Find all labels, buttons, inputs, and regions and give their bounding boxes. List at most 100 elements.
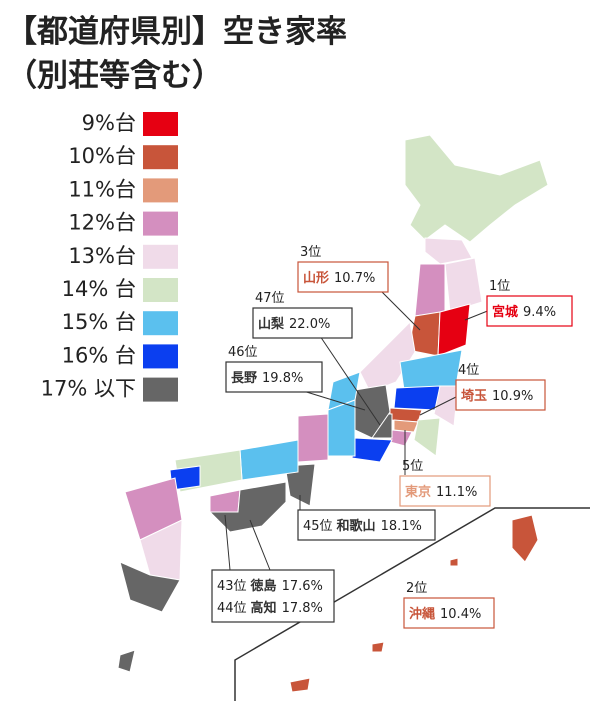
iwate [444, 257, 483, 313]
okinawa-isles [289, 557, 459, 693]
callout-value: 10.4% [440, 607, 481, 622]
legend-swatch [143, 145, 178, 170]
connector [464, 309, 491, 321]
kita-kanto [393, 385, 441, 411]
connector [379, 289, 421, 331]
callout-value: 19.8% [262, 371, 303, 386]
chiba [413, 417, 441, 457]
kansai [297, 413, 329, 463]
shikoku-north [209, 489, 241, 513]
callout-rank: 4位 [458, 363, 479, 378]
kanagawa [389, 429, 413, 447]
callout-box [211, 569, 335, 623]
legend-label: 17% 以下 [41, 377, 136, 401]
legend-swatch [143, 211, 178, 236]
callout-name: 埼玉 [461, 388, 487, 404]
legend-label: 16% 台 [62, 343, 136, 367]
wakayama [284, 463, 316, 507]
callout-rank: 45位 [303, 519, 333, 534]
legend-swatch [143, 344, 178, 369]
callout-text: 44位 高知 17.8% [217, 600, 323, 616]
title-line1: 【都道府県別】空き家率 [6, 14, 347, 50]
legend-swatch [143, 278, 178, 302]
callout-text: 長野 19.8% [231, 371, 303, 386]
connector [419, 394, 461, 416]
callout-box [297, 261, 389, 293]
callout-rank: 47位 [255, 291, 285, 306]
legend-swatch [143, 178, 178, 203]
callout-value: 11.1% [436, 485, 477, 500]
callout-name: 沖縄 [409, 606, 435, 622]
callout-name: 長野 [231, 371, 257, 386]
callout-rank: 5位 [402, 459, 423, 474]
connector [299, 389, 366, 411]
callout-text: 沖縄 10.4% [409, 606, 481, 622]
legend-label: 15% 台 [62, 310, 136, 334]
callout-text: 43位 徳島 17.6% [217, 578, 323, 594]
callout-text: 山形 10.7% [303, 271, 375, 286]
miyagi [437, 303, 471, 357]
callout-text: 宮城 9.4% [492, 304, 556, 320]
aomori [424, 237, 473, 265]
callout-value: 17.8% [282, 601, 323, 616]
callout-rank: 1位 [489, 279, 510, 294]
legend-swatch [143, 377, 178, 402]
islands [117, 649, 136, 673]
legend-label: 13%台 [68, 244, 136, 268]
callout-rank: 3位 [300, 245, 321, 260]
okinawa-main [511, 514, 539, 563]
callout-box [486, 295, 573, 327]
callout-value: 22.0% [289, 317, 330, 332]
kyushu-south [119, 561, 181, 613]
callout-name: 和歌山 [337, 518, 376, 534]
callout-name: 東京 [405, 484, 431, 500]
callout-rank: 2位 [406, 581, 427, 596]
callout-box [455, 379, 546, 411]
callout-name: 徳島 [250, 578, 277, 594]
legend-label: 9%台 [82, 111, 136, 135]
shizuoka [351, 437, 393, 463]
callout-box [399, 475, 491, 507]
callout-name: 山形 [303, 271, 329, 286]
inset-border [234, 507, 590, 701]
legend-swatch [143, 112, 178, 136]
callout-box [252, 307, 353, 339]
callout-text: 45位 和歌山 18.1% [303, 518, 422, 534]
callout-value: 9.4% [523, 305, 556, 320]
callout-box [297, 509, 436, 541]
shikoku [208, 481, 287, 533]
legend-label: 14% 台 [62, 277, 136, 301]
ibaraki [433, 385, 459, 427]
title-line2: （別荘等含む） [6, 58, 223, 94]
callout-rank: 46位 [228, 345, 258, 360]
callout-name: 宮城 [492, 304, 518, 320]
tokai [327, 399, 356, 457]
callout-text: 埼玉 10.9% [461, 388, 533, 404]
connector [224, 514, 271, 571]
legend-swatch [143, 244, 178, 269]
map [117, 134, 549, 693]
akita [414, 263, 446, 317]
callout-box [403, 597, 495, 629]
tokyo [393, 419, 419, 433]
hokkaido [404, 134, 549, 243]
callout-value: 10.9% [492, 389, 533, 404]
legend-label: 10%台 [68, 144, 136, 168]
connector [319, 335, 381, 426]
legend-swatch [143, 311, 178, 336]
legend-label: 12%台 [68, 211, 136, 235]
callout-text: 山梨 22.0% [258, 316, 330, 332]
callout-value: 17.6% [282, 579, 323, 594]
callout-text: 東京 11.1% [405, 484, 477, 500]
legend-label: 11%台 [68, 177, 136, 201]
connectors [224, 289, 491, 571]
callout-value: 10.7% [334, 271, 375, 286]
callout-value: 18.1% [381, 519, 422, 534]
callout-name: 山梨 [258, 316, 285, 332]
callout-name: 高知 [251, 600, 277, 616]
callout-box [225, 361, 323, 393]
callout-rank: 44位 [217, 601, 247, 616]
